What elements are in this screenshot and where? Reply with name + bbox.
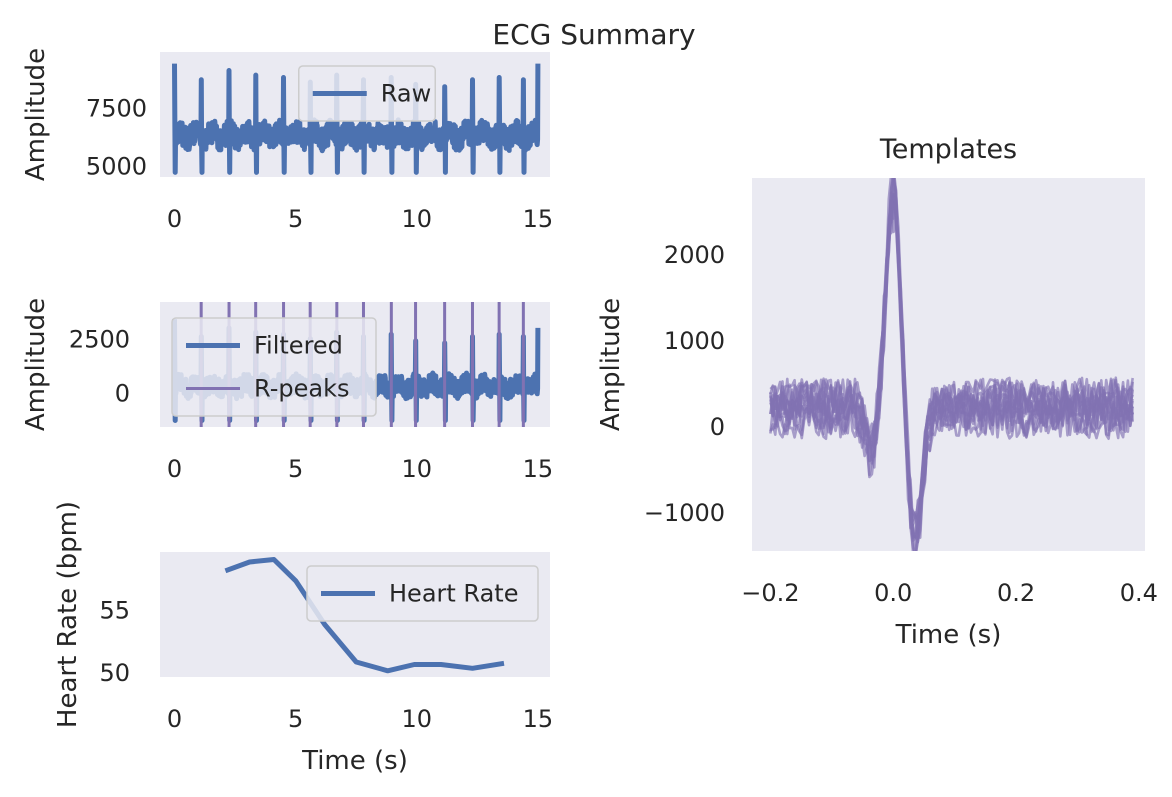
- x-tick-label: −0.2: [741, 579, 799, 607]
- signal-line: [172, 63, 541, 175]
- x-tick-label: 5: [288, 705, 303, 733]
- x-tick-label: 0.4: [1120, 579, 1158, 607]
- y-tick-label: 1000: [664, 327, 725, 355]
- y-tick-label: 7500: [86, 95, 147, 123]
- y-tick-label: 2500: [69, 326, 130, 354]
- plot-area: [752, 178, 1145, 551]
- legend-entry: Raw: [381, 80, 431, 108]
- y-tick-label: 0: [115, 380, 130, 408]
- x-tick-label: 10: [401, 705, 432, 733]
- x-tick-label: 5: [288, 455, 303, 483]
- legend-entry: Heart Rate: [389, 580, 518, 608]
- y-axis-label: Amplitude: [21, 48, 51, 181]
- plot-marks: [172, 63, 541, 175]
- x-tick-label: 5: [288, 205, 303, 233]
- filtered-signal-panel: 0 5 10 15 0 2500 Amplitude Filtered R-peaks: [21, 298, 553, 483]
- y-tick-label: 50: [99, 659, 130, 687]
- legend-box: [298, 65, 436, 122]
- plot-marks: [224, 557, 505, 674]
- y-tick-label: 0: [710, 413, 725, 441]
- x-tick-label: 15: [523, 205, 554, 233]
- legend-box: [306, 565, 539, 622]
- x-tick-label: 10: [401, 205, 432, 233]
- y-tick-label: 55: [99, 597, 130, 625]
- x-tick-label: 10: [401, 455, 432, 483]
- plot-marks: [769, 178, 1134, 551]
- y-axis-label: Amplitude: [596, 298, 626, 431]
- heart-rate-panel: 0 5 10 15 50 55 Heart Rate (bpm) Time (s) Heart …: [53, 501, 553, 776]
- legend-entry: R-peaks: [254, 375, 349, 403]
- legend-box: [171, 317, 377, 417]
- raw-signal-panel: 0 5 10 15 5000 7500 Amplitude Raw: [21, 48, 553, 233]
- y-tick-label: 2000: [664, 241, 725, 269]
- legend-entry: Filtered: [254, 332, 343, 360]
- y-axis-label: Heart Rate (bpm): [53, 501, 83, 728]
- x-axis-label: Time (s): [895, 620, 1002, 650]
- x-axis-label: Time (s): [301, 746, 408, 776]
- y-tick-label: −1000: [644, 499, 725, 527]
- x-tick-label: 0.2: [997, 579, 1035, 607]
- panel-title: Templates: [879, 134, 1017, 165]
- template-beat-line: [769, 204, 1134, 520]
- templates-panel: −0.2 0.0 0.2 0.4 −1000 0 1000 2000 Amplitude Time…: [596, 134, 1158, 650]
- x-tick-label: 15: [523, 455, 554, 483]
- y-tick-label: 5000: [86, 152, 147, 180]
- x-tick-label: 0: [167, 705, 182, 733]
- x-tick-label: 15: [523, 705, 554, 733]
- heart-rate-line: [224, 557, 505, 674]
- x-tick-label: 0.0: [874, 579, 912, 607]
- y-axis-label: Amplitude: [21, 298, 51, 431]
- x-tick-label: 0: [167, 455, 182, 483]
- figure-title: ECG Summary: [492, 18, 695, 51]
- x-tick-label: 0: [167, 205, 182, 233]
